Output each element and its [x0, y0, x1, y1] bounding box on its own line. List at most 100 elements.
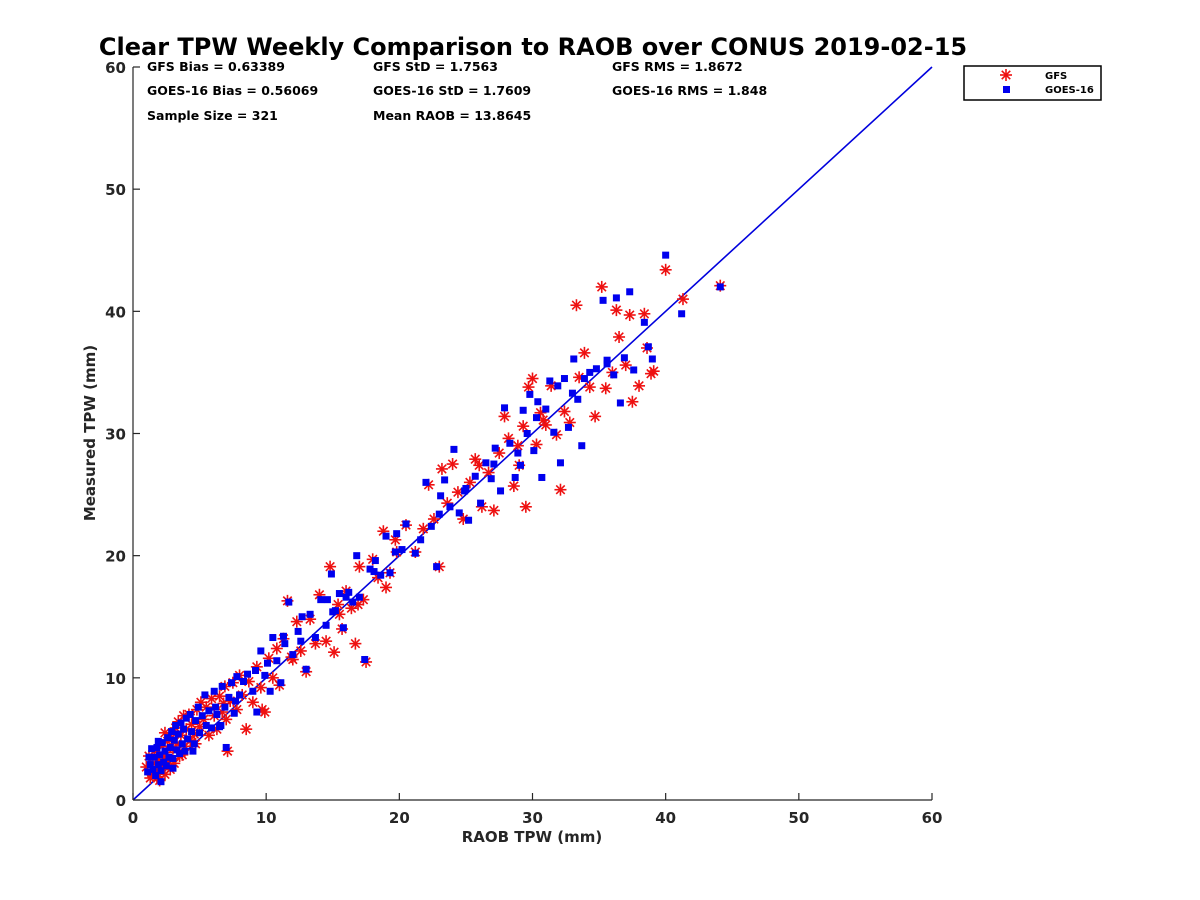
goes16-point — [678, 310, 686, 318]
goes16-point — [538, 473, 546, 481]
goes16-point — [222, 743, 230, 751]
goes16-point — [172, 721, 180, 729]
goes16-point — [626, 288, 634, 296]
goes16-point — [306, 610, 314, 618]
goes16-point — [228, 679, 236, 687]
goes16-point — [353, 552, 361, 560]
goes16-point — [244, 670, 252, 678]
legend-goes16-label: GOES-16 — [1045, 85, 1094, 96]
goes16-point — [230, 709, 238, 717]
goes16-point — [323, 596, 331, 604]
goes16-point — [297, 637, 305, 645]
x-tick-label: 50 — [788, 809, 809, 827]
goes16-point — [554, 382, 562, 390]
goes16-point — [370, 568, 378, 576]
x-tick-label: 0 — [128, 809, 138, 827]
goes16-point — [302, 665, 310, 673]
gfs-point — [647, 365, 660, 378]
goes16-point — [612, 294, 620, 302]
goes16-point — [450, 445, 458, 453]
goes16-point — [164, 734, 172, 742]
gfs-point — [583, 381, 596, 394]
goes16-point — [361, 656, 369, 664]
goes16-point — [391, 548, 399, 556]
gfs-point — [526, 372, 539, 385]
goes16-point — [232, 697, 240, 705]
goes16-point — [165, 753, 173, 761]
goes16-point — [534, 398, 542, 406]
goes16-point — [523, 430, 531, 437]
gfs-point — [626, 395, 639, 408]
goes16-point — [644, 343, 652, 351]
goes16-point — [386, 569, 394, 577]
goes16-point — [266, 687, 274, 695]
goes16-point — [570, 355, 578, 363]
goes16-point — [556, 459, 564, 467]
plot-area: 0 10 20 30 40 50 60 0 10 20 30 40 50 60 — [105, 59, 942, 827]
goes16-point — [487, 475, 495, 483]
goes16-point — [168, 728, 176, 736]
goes16-point — [233, 673, 241, 681]
goes16-point — [192, 717, 200, 725]
goes16-point — [398, 546, 406, 554]
gfs-point — [353, 560, 366, 573]
goes16-point — [150, 753, 158, 761]
goes16-point — [236, 691, 244, 699]
goes16-point — [716, 283, 724, 291]
goes16-point — [455, 509, 463, 517]
goes16-point — [170, 736, 178, 744]
gfs-point — [517, 420, 530, 433]
goes16-point — [532, 414, 540, 422]
gfs-point — [487, 504, 500, 517]
legend-gfs-marker — [1000, 69, 1012, 81]
goes16-point — [161, 747, 169, 755]
gfs-point — [570, 299, 583, 312]
goes16-point — [157, 767, 165, 775]
goes16-point — [180, 725, 188, 733]
goes16-point — [221, 703, 229, 711]
goes16-point — [630, 366, 638, 374]
goes16-point — [182, 714, 190, 722]
legend-gfs-asterisk — [1000, 69, 1012, 81]
goes16-point — [616, 399, 624, 407]
gfs-point — [328, 646, 341, 659]
goes16-point — [189, 747, 197, 755]
gfs-point — [613, 330, 626, 343]
y-tick-label: 20 — [105, 548, 126, 566]
goes16-point — [289, 651, 297, 659]
goes16-point — [580, 375, 588, 383]
goes16-point — [564, 423, 572, 431]
goes16-series — [144, 251, 724, 786]
goes16-point — [269, 634, 277, 642]
gfs-point — [519, 500, 532, 513]
goes16-point — [210, 687, 218, 695]
goes16-point — [603, 356, 611, 364]
x-tick-label: 40 — [655, 809, 676, 827]
gfs-point — [659, 263, 672, 276]
gfs-point — [290, 615, 303, 628]
goes16-point — [610, 371, 618, 379]
stat-goes16-rms: GOES-16 RMS = 1.848 — [612, 83, 767, 98]
gfs-point — [427, 513, 440, 526]
goes16-point — [511, 473, 519, 481]
goes16-point — [393, 530, 401, 538]
goes16-point — [153, 743, 161, 751]
goes16-point — [169, 754, 177, 762]
legend: GFS GOES-16 — [963, 65, 1102, 101]
goes16-point — [213, 710, 221, 718]
goes16-point — [190, 740, 198, 748]
goes16-point — [491, 444, 499, 452]
goes16-point — [273, 657, 281, 665]
goes16-point — [202, 721, 210, 729]
goes16-point — [471, 472, 479, 480]
goes16-point — [285, 598, 293, 606]
goes16-point — [158, 739, 166, 747]
gfs-point — [610, 304, 623, 317]
goes16-point — [366, 565, 374, 573]
x-ticks: 0 10 20 30 40 50 60 — [128, 793, 942, 827]
goes16-point — [433, 563, 441, 571]
goes16-point — [592, 365, 600, 373]
goes16-point — [586, 368, 594, 376]
gfs-point — [270, 642, 283, 655]
